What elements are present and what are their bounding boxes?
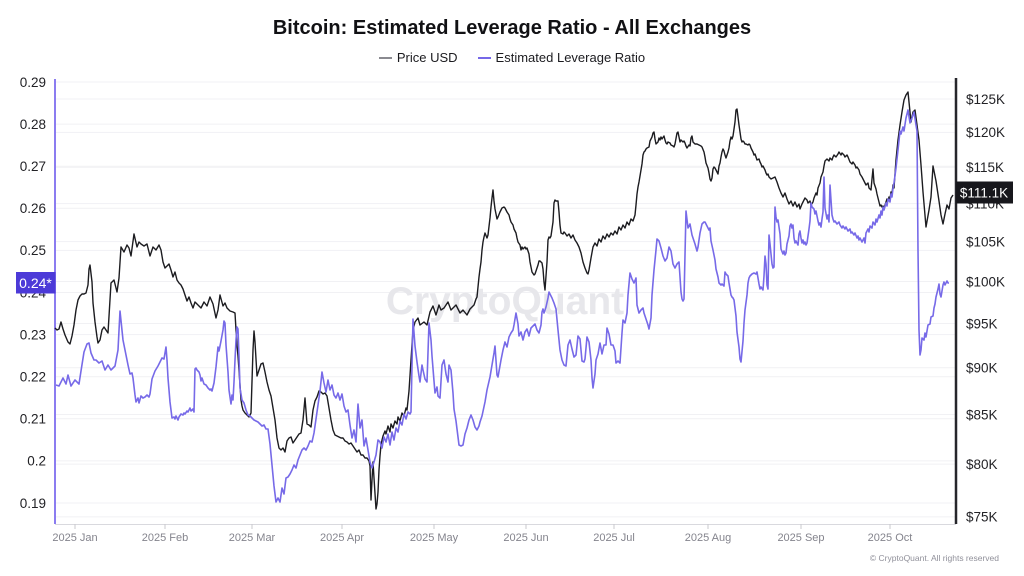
svg-text:0.21: 0.21	[20, 412, 46, 427]
svg-text:2025 Jul: 2025 Jul	[593, 532, 635, 544]
svg-text:$100K: $100K	[966, 274, 1005, 289]
svg-text:$75K: $75K	[966, 510, 998, 525]
svg-text:0.2: 0.2	[27, 454, 46, 469]
svg-text:0.25: 0.25	[20, 243, 46, 258]
svg-text:$90K: $90K	[966, 361, 998, 376]
svg-text:$80K: $80K	[966, 457, 998, 472]
svg-text:0.26: 0.26	[20, 201, 46, 216]
svg-text:2025 Feb: 2025 Feb	[142, 532, 188, 544]
svg-text:$115K: $115K	[966, 160, 1004, 175]
svg-text:2025 Jun: 2025 Jun	[503, 532, 548, 544]
svg-text:0.23: 0.23	[20, 327, 46, 342]
svg-text:$120K: $120K	[966, 125, 1005, 140]
svg-text:$85K: $85K	[966, 407, 998, 422]
svg-text:CryptoQuant: CryptoQuant	[386, 280, 624, 323]
svg-text:0.19: 0.19	[20, 496, 46, 511]
svg-text:0.29: 0.29	[20, 75, 46, 90]
svg-text:0.22: 0.22	[20, 370, 46, 385]
svg-text:$95K: $95K	[966, 316, 998, 331]
svg-text:$125K: $125K	[966, 92, 1005, 107]
svg-text:2025 Oct: 2025 Oct	[868, 532, 913, 544]
svg-text:0.28: 0.28	[20, 117, 46, 132]
svg-text:2025 May: 2025 May	[410, 532, 459, 544]
svg-text:$105K: $105K	[966, 234, 1005, 249]
svg-text:2025 Aug: 2025 Aug	[685, 532, 732, 544]
svg-text:0.27: 0.27	[20, 159, 46, 174]
svg-text:0.24*: 0.24*	[19, 275, 52, 291]
svg-text:2025 Sep: 2025 Sep	[777, 532, 824, 544]
svg-text:2025 Apr: 2025 Apr	[320, 532, 364, 544]
svg-text:2025 Mar: 2025 Mar	[229, 532, 276, 544]
svg-text:2025 Jan: 2025 Jan	[52, 532, 97, 544]
svg-text:$111.1K: $111.1K	[960, 186, 1008, 201]
